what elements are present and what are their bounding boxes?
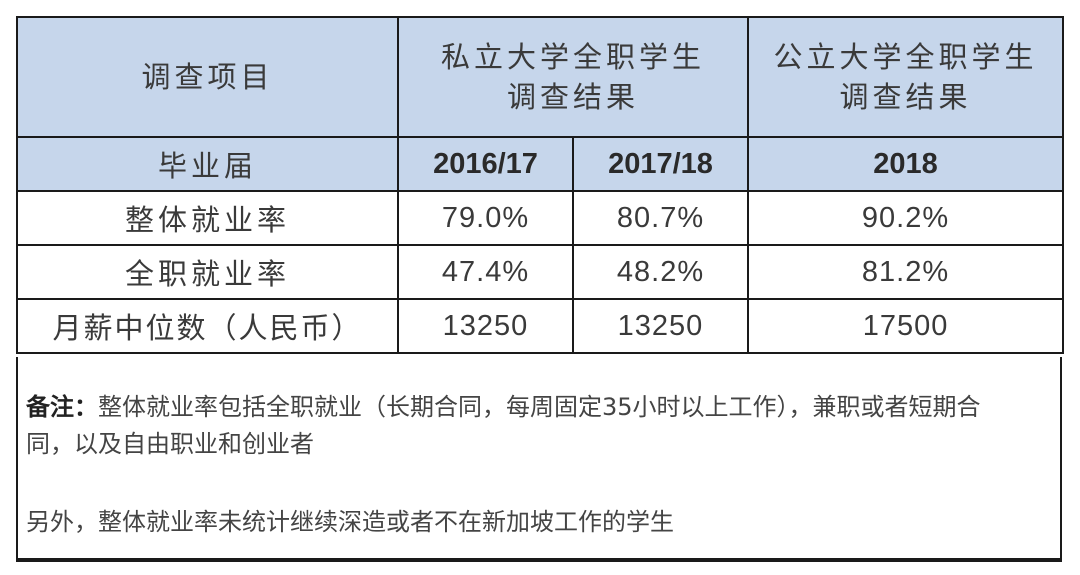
header-private-line2: 调查结果 <box>507 80 640 114</box>
cell: 17500 <box>747 298 1065 354</box>
cell: 80.7% <box>571 190 750 246</box>
employment-survey-table: 调查项目 私立大学全职学生 调查结果 公立大学全职学生 调查结果 毕业届 2016/… <box>16 16 1065 354</box>
cell: 81.2% <box>747 244 1065 300</box>
row-label: 整体就业率 <box>16 190 399 246</box>
header-row: 调查项目 私立大学全职学生 调查结果 公立大学全职学生 调查结果 <box>16 16 1065 138</box>
cohort-value: 2016/17 <box>397 136 574 192</box>
cohort-value: 2018 <box>747 136 1065 192</box>
cell: 13250 <box>571 298 750 354</box>
cohort-row: 毕业届 2016/17 2017/18 2018 <box>16 136 1065 192</box>
header-private-line1: 私立大学全职学生 <box>441 40 706 74</box>
note-1: 备注：整体就业率包括全职就业（长期合同，每周固定35小时以上工作），兼职或者短期… <box>26 389 986 463</box>
notes-label: 备注： <box>26 393 98 421</box>
cohort-value: 2017/18 <box>571 136 750 192</box>
header-public: 公立大学全职学生 调查结果 <box>747 16 1065 138</box>
note-1-text: 整体就业率包括全职就业（长期合同，每周固定35小时以上工作），兼职或者短期合同，… <box>26 393 981 458</box>
row-label: 月薪中位数（人民币） <box>16 298 399 354</box>
cell: 47.4% <box>397 244 574 300</box>
notes-box: 备注：整体就业率包括全职就业（长期合同，每周固定35小时以上工作），兼职或者短期… <box>16 357 1062 562</box>
cell: 13250 <box>397 298 574 354</box>
cell: 48.2% <box>571 244 750 300</box>
cell: 90.2% <box>747 190 1065 246</box>
table-row: 整体就业率 79.0% 80.7% 90.2% <box>16 190 1065 246</box>
table-row: 全职就业率 47.4% 48.2% 81.2% <box>16 244 1065 300</box>
header-public-line2: 调查结果 <box>839 80 972 114</box>
cohort-label: 毕业届 <box>16 136 399 192</box>
table-row: 月薪中位数（人民币） 13250 13250 17500 <box>16 298 1065 354</box>
header-private: 私立大学全职学生 调查结果 <box>396 16 750 138</box>
header-public-line1: 公立大学全职学生 <box>773 40 1038 74</box>
note-2: 另外，整体就业率未统计继续深造或者不在新加坡工作的学生 <box>26 508 674 536</box>
cell: 79.0% <box>397 190 574 246</box>
header-item: 调查项目 <box>16 16 399 138</box>
row-label: 全职就业率 <box>16 244 399 300</box>
